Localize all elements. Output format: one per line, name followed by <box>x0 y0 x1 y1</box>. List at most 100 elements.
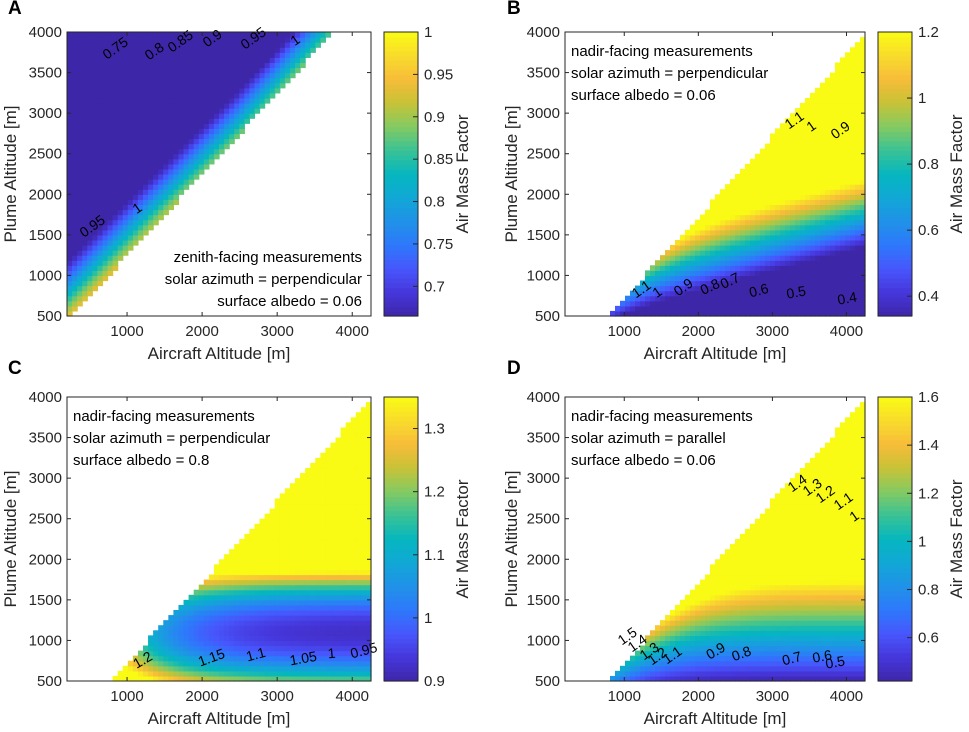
heatmap-cell <box>840 275 846 282</box>
heatmap-cell <box>770 275 776 282</box>
heatmap-cell <box>855 97 861 104</box>
heatmap-cell <box>845 229 851 236</box>
heatmap-cell <box>660 675 666 682</box>
heatmap-cell <box>284 503 291 510</box>
heatmap-cell <box>305 42 311 48</box>
heatmap-cell <box>132 189 139 195</box>
heatmap-cell <box>295 665 301 672</box>
heatmap-cell <box>148 82 154 89</box>
heatmap-cell <box>690 275 696 282</box>
heatmap-cell <box>835 62 841 69</box>
heatmap-cell <box>690 285 696 292</box>
heatmap-cell <box>745 270 751 277</box>
heatmap-cell <box>274 660 281 667</box>
heatmap-cell <box>249 62 256 69</box>
heatmap-cell <box>700 589 706 596</box>
heatmap-cell <box>830 153 836 160</box>
heatmap-cell <box>695 310 701 317</box>
heatmap-cell <box>163 635 169 642</box>
heatmap-cell <box>153 640 159 647</box>
heatmap-cell <box>269 37 276 43</box>
heatmap-cell <box>830 255 836 261</box>
heatmap-cell <box>178 168 185 175</box>
heatmap-cell <box>249 615 256 621</box>
heatmap-cell <box>335 589 342 596</box>
heatmap-cell <box>163 194 169 200</box>
colorbar-segment <box>878 245 912 251</box>
heatmap-cell <box>274 574 281 581</box>
heatmap-cell <box>330 523 337 530</box>
heatmap-cell <box>254 97 261 104</box>
heatmap-cell <box>82 250 88 256</box>
heatmap-cell <box>740 265 746 271</box>
heatmap-cell <box>790 174 796 180</box>
heatmap-cell <box>178 645 185 652</box>
heatmap-cell <box>785 118 791 124</box>
heatmap-cell <box>730 245 736 251</box>
heatmap-cell <box>229 82 235 89</box>
heatmap-cell <box>67 108 73 114</box>
heatmap-cell <box>740 179 746 185</box>
heatmap-cell <box>825 260 831 266</box>
heatmap-cell <box>300 62 306 69</box>
colorbar-segment <box>384 401 418 408</box>
colorbar-segment <box>384 415 418 422</box>
heatmap-cell <box>153 650 159 657</box>
heatmap-cell <box>740 260 746 266</box>
heatmap-cell <box>153 665 159 672</box>
heatmap-cell <box>289 564 296 571</box>
heatmap-cell <box>117 189 124 195</box>
colorbar-segment <box>878 192 912 199</box>
heatmap-cell <box>92 143 98 150</box>
heatmap-cell <box>790 158 796 165</box>
heatmap-cell <box>234 42 240 48</box>
heatmap-cell <box>330 589 337 596</box>
colorbar-segment <box>878 55 912 61</box>
heatmap-cell <box>645 675 651 682</box>
heatmap-cell <box>153 113 159 119</box>
colorbar-segment <box>878 103 912 109</box>
heatmap-cell <box>72 179 78 185</box>
heatmap-cell <box>279 670 286 677</box>
heatmap-cell <box>219 108 225 114</box>
heatmap-cell <box>360 569 367 576</box>
colorbar-segment <box>878 60 912 66</box>
heatmap-cell <box>77 250 83 256</box>
heatmap-cell <box>254 620 261 626</box>
heatmap-cell <box>770 189 776 195</box>
heatmap-cell <box>224 615 230 621</box>
heatmap-cell <box>805 189 811 195</box>
heatmap-cell <box>360 533 367 540</box>
heatmap-cell <box>775 158 781 165</box>
heatmap-cell <box>198 640 205 647</box>
heatmap-cell <box>625 675 631 682</box>
heatmap-cell <box>850 285 856 292</box>
heatmap-cell <box>244 610 250 616</box>
heatmap-cell <box>117 52 124 58</box>
heatmap-cell <box>650 645 656 652</box>
heatmap-cell <box>325 579 332 586</box>
heatmap-cell <box>173 92 180 99</box>
heatmap-cell <box>279 604 286 611</box>
heatmap-cell <box>325 32 332 38</box>
heatmap-cell <box>310 533 316 540</box>
heatmap-cell <box>132 118 139 124</box>
heatmap-cell <box>760 214 766 221</box>
heatmap-cell <box>269 549 276 555</box>
heatmap-cell <box>143 204 149 211</box>
colorbar-segment <box>384 174 418 180</box>
heatmap-cell <box>300 594 306 601</box>
heatmap-cell <box>750 209 756 216</box>
heatmap-cell <box>143 118 149 124</box>
heatmap-cell <box>340 533 347 540</box>
heatmap-cell <box>835 67 841 74</box>
heatmap-cell <box>680 265 686 271</box>
heatmap-cell <box>815 123 821 129</box>
heatmap-cell <box>325 533 332 540</box>
heatmap-cell <box>795 255 801 261</box>
heatmap-cell <box>132 168 139 175</box>
heatmap-cell <box>153 77 159 84</box>
heatmap-cell <box>815 163 821 170</box>
heatmap-cell <box>365 442 372 449</box>
heatmap-cell <box>790 123 796 129</box>
